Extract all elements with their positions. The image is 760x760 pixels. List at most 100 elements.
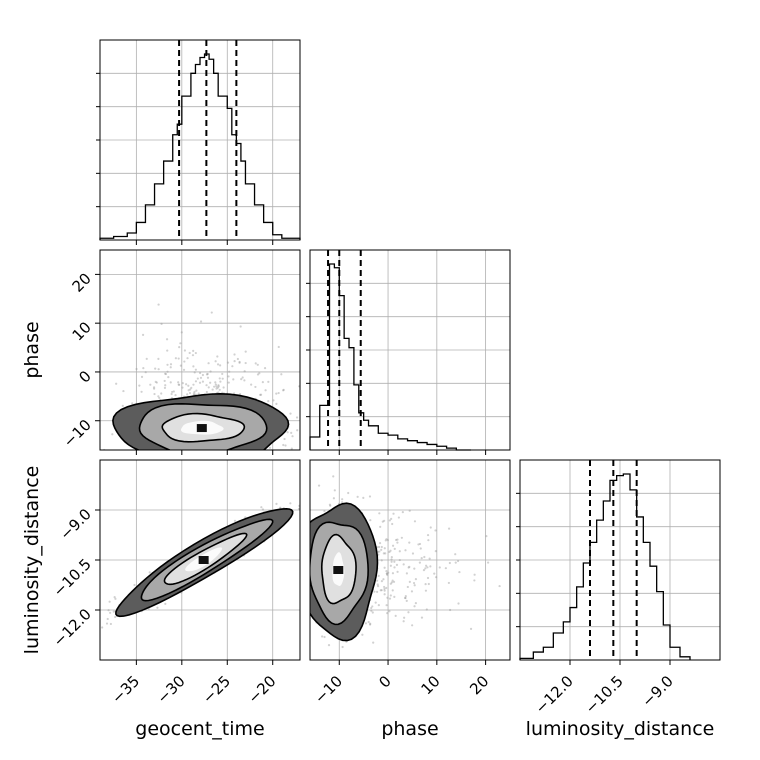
sample-point xyxy=(391,589,394,592)
sample-point xyxy=(456,559,460,563)
sample-point xyxy=(165,338,169,341)
sample-point xyxy=(426,576,430,580)
sample-point xyxy=(389,582,392,585)
sample-point xyxy=(380,559,383,562)
sample-point xyxy=(368,623,372,626)
sample-point xyxy=(380,545,383,549)
sample-point xyxy=(369,519,372,522)
sample-point xyxy=(404,594,407,598)
sample-point xyxy=(434,529,437,532)
sample-point xyxy=(408,509,411,512)
sample-point xyxy=(413,567,416,570)
sample-point xyxy=(254,362,257,365)
sample-point xyxy=(219,364,222,367)
sample-point xyxy=(160,392,163,395)
sample-point xyxy=(195,462,197,464)
sample-point xyxy=(93,612,95,614)
sample-point xyxy=(282,443,285,447)
panel-frame xyxy=(309,459,511,661)
sample-point xyxy=(457,602,460,605)
sample-point xyxy=(232,453,234,455)
histogram-panel-geocent_time xyxy=(96,39,301,245)
sample-point xyxy=(190,451,192,453)
sample-point xyxy=(291,435,294,438)
sample-point xyxy=(290,431,293,434)
sample-point xyxy=(376,583,379,586)
sample-point xyxy=(347,491,350,495)
sample-point xyxy=(254,385,257,389)
sample-point xyxy=(449,608,452,612)
sample-point xyxy=(364,622,368,625)
sample-point xyxy=(190,386,193,389)
sample-point xyxy=(106,617,109,621)
sample-point xyxy=(368,495,372,498)
sample-point xyxy=(418,542,422,546)
sample-point xyxy=(304,509,306,511)
sample-point xyxy=(166,363,169,366)
sample-point xyxy=(205,384,208,387)
tick-label-y: 10 xyxy=(69,318,95,344)
sample-point xyxy=(290,447,293,450)
sample-point xyxy=(163,386,167,389)
sample-point xyxy=(275,402,278,405)
sample-point xyxy=(383,566,386,569)
sample-point xyxy=(393,547,396,550)
sample-point xyxy=(144,371,147,374)
sample-point xyxy=(115,382,118,385)
sample-point xyxy=(277,345,280,349)
sample-point xyxy=(438,566,441,569)
sample-point xyxy=(414,602,417,605)
sample-point xyxy=(473,573,476,576)
sample-point xyxy=(383,547,386,550)
sample-point xyxy=(210,311,213,314)
panel-frame xyxy=(309,249,511,451)
sample-point xyxy=(232,455,234,457)
sample-point xyxy=(419,547,422,550)
sample-point xyxy=(194,351,197,355)
tick-label-x: −30 xyxy=(154,672,189,707)
sample-point xyxy=(164,372,168,376)
sample-point xyxy=(332,475,335,478)
sample-point xyxy=(429,565,432,568)
sample-point xyxy=(423,555,426,559)
sample-point xyxy=(307,544,309,546)
sample-point xyxy=(303,543,305,545)
tick-label-y: −9.0 xyxy=(56,505,94,543)
sample-point xyxy=(82,639,84,641)
sample-point xyxy=(101,626,104,629)
sample-point xyxy=(394,614,397,617)
sample-point xyxy=(424,589,428,592)
sample-point xyxy=(454,561,457,564)
sample-point xyxy=(209,381,212,384)
sample-point xyxy=(180,331,183,334)
sample-point xyxy=(393,560,396,563)
sample-point xyxy=(305,595,307,597)
sample-point xyxy=(376,579,379,582)
sample-point xyxy=(387,571,390,574)
tick-label-y: 0 xyxy=(75,367,94,386)
sample-point xyxy=(140,390,143,393)
sample-point xyxy=(302,429,304,431)
sample-point xyxy=(289,412,292,415)
sample-point xyxy=(284,444,287,447)
sample-point xyxy=(205,373,209,376)
sample-point xyxy=(74,394,76,396)
sample-point xyxy=(341,498,344,501)
sample-point xyxy=(174,394,177,397)
sample-point xyxy=(131,402,134,405)
sample-point xyxy=(167,376,170,379)
sample-point xyxy=(194,368,197,371)
sample-point xyxy=(216,363,220,366)
sample-point xyxy=(172,390,175,393)
sample-point xyxy=(382,578,385,581)
sample-point xyxy=(282,388,285,391)
sample-point xyxy=(379,525,382,528)
sample-point xyxy=(380,589,383,592)
tick-label-y: 20 xyxy=(69,269,95,295)
xlabel-phase: phase xyxy=(381,718,438,740)
sample-point xyxy=(289,502,292,505)
sample-point xyxy=(244,350,247,353)
sample-point xyxy=(310,501,312,503)
sample-point xyxy=(216,386,219,389)
sample-point xyxy=(188,351,191,355)
